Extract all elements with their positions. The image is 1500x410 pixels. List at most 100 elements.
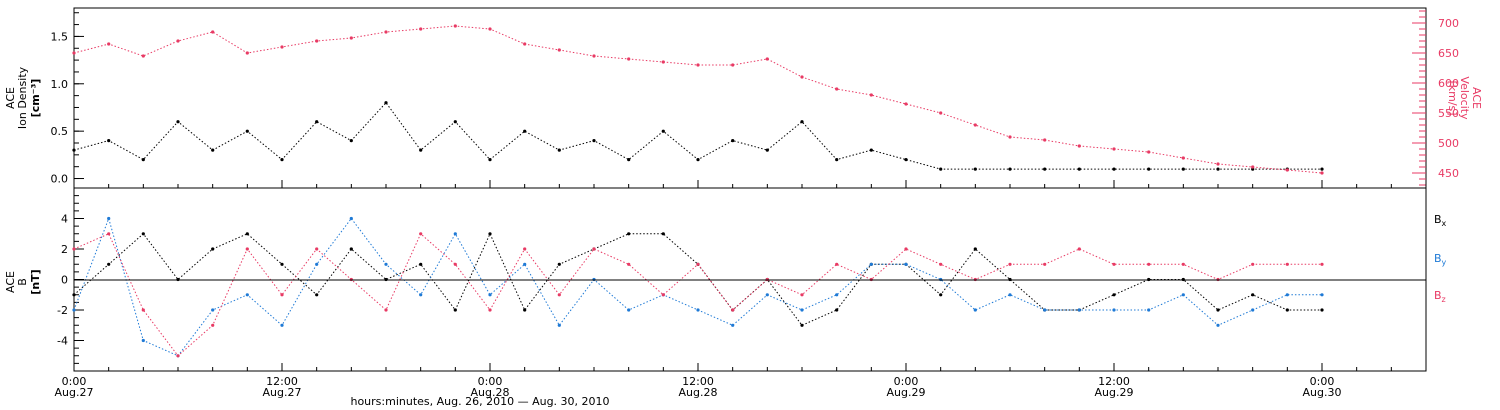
ion-density-point xyxy=(869,148,873,152)
bz-point xyxy=(1077,247,1081,251)
top-left-tick-label: 1.0 xyxy=(51,78,69,91)
bottom-left-tick-label: 4 xyxy=(61,213,68,226)
by-point xyxy=(280,323,284,327)
top-ylabel-line2: Ion Density xyxy=(16,66,29,129)
top-left-y-ticks: 0.0 0.5 1.0 1.5 xyxy=(51,12,84,186)
by-point xyxy=(1251,308,1255,312)
ion-density-point xyxy=(419,148,423,152)
top-right-tick-label: 700 xyxy=(1438,17,1459,30)
by-point xyxy=(419,293,423,297)
velocity-point xyxy=(800,75,804,79)
legend-bx: Bx xyxy=(1434,213,1447,228)
x-tick-date: Aug.27 xyxy=(55,386,94,399)
by-point xyxy=(1008,293,1012,297)
velocity-point xyxy=(835,87,839,91)
by-point xyxy=(731,323,735,327)
ion-density-point xyxy=(661,129,665,133)
bz-point xyxy=(939,262,943,266)
x-axis-ticks: 0:00Aug.2712:00Aug.270:00Aug.2812:00Aug.… xyxy=(55,180,1427,399)
by-point xyxy=(1285,293,1289,297)
bx-point xyxy=(835,308,839,312)
ion-density-point xyxy=(557,148,561,152)
bx-point xyxy=(973,247,977,251)
bz-point xyxy=(141,308,145,312)
bz-point xyxy=(1043,262,1047,266)
bottom-ylabel-line1: ACE xyxy=(4,271,17,293)
velocity-point xyxy=(1043,138,1047,142)
ion-density-point xyxy=(800,120,804,124)
by-point xyxy=(800,308,804,312)
velocity-point xyxy=(696,63,700,67)
bx-point xyxy=(349,247,353,251)
top-right-tick-label: 600 xyxy=(1438,77,1459,90)
top-left-tick-label: 1.5 xyxy=(51,30,69,43)
x-tick-date: Aug.27 xyxy=(263,386,302,399)
by-point xyxy=(1043,308,1047,312)
bz-point xyxy=(731,308,735,312)
bz-point xyxy=(419,232,423,236)
ion-density-point xyxy=(592,139,596,143)
velocity-point xyxy=(211,30,215,34)
ion-density-point xyxy=(280,158,284,162)
velocity-point xyxy=(453,24,457,28)
velocity-point xyxy=(765,57,769,61)
velocity-point xyxy=(176,39,180,43)
bottom-ylabel-line3: [nT] xyxy=(29,269,42,294)
legend-by: By xyxy=(1434,252,1447,267)
bz-point xyxy=(1320,262,1324,266)
legend-bz: Bz xyxy=(1434,289,1446,304)
velocity-point xyxy=(627,57,631,61)
bz-point xyxy=(1251,262,1255,266)
x-tick-date: Aug.28 xyxy=(679,386,718,399)
by-point xyxy=(453,232,457,236)
by-point xyxy=(488,293,492,297)
top-ylabel-line3: [cm⁻³] xyxy=(29,79,42,118)
by-point xyxy=(107,216,111,221)
velocity-point xyxy=(1251,165,1255,169)
bz-point xyxy=(72,247,76,251)
top-panel-frame xyxy=(73,7,1427,189)
x-tick-date: Aug.30 xyxy=(1303,386,1342,399)
ion-density-point xyxy=(211,148,215,152)
velocity-point xyxy=(1008,135,1012,139)
bz-point xyxy=(1112,262,1116,266)
right-ylabel-line3: [km/s] xyxy=(1446,80,1459,115)
velocity-point xyxy=(419,27,423,31)
right-ylabel-line2: Velocity xyxy=(1458,76,1471,120)
ion-density-point xyxy=(1147,167,1151,171)
by-point xyxy=(349,216,353,221)
bz-point xyxy=(1147,262,1151,266)
bx-point xyxy=(1285,308,1289,312)
bx-point xyxy=(1112,293,1116,297)
x-tick-date: Aug.28 xyxy=(471,386,510,399)
by-point xyxy=(1216,323,1220,327)
ion-density-point xyxy=(488,158,492,162)
velocity-point xyxy=(349,36,353,40)
bz-point xyxy=(557,293,561,297)
velocity-point xyxy=(1320,171,1324,175)
ion-density-point xyxy=(627,158,631,162)
by-point xyxy=(1112,308,1116,312)
bz-point xyxy=(800,293,804,297)
by-point xyxy=(141,338,145,343)
velocity-point xyxy=(1285,168,1289,172)
bz-point xyxy=(696,262,700,266)
velocity-point xyxy=(245,51,249,55)
ion-density-point xyxy=(1320,167,1324,171)
velocity-point xyxy=(315,39,319,43)
bx-point xyxy=(453,308,457,312)
bz-point xyxy=(280,293,284,297)
by-point xyxy=(904,262,908,266)
bz-point xyxy=(1181,262,1185,266)
x-tick-time: 0:00 xyxy=(62,375,87,388)
bz-line xyxy=(73,232,1322,357)
velocity-point xyxy=(592,54,596,58)
ion-density-point xyxy=(453,120,457,124)
velocity-line xyxy=(73,25,1323,174)
by-point xyxy=(384,262,388,266)
bx-point xyxy=(627,232,631,236)
ion-density-point xyxy=(939,167,943,171)
bz-point xyxy=(176,354,180,358)
bz-point xyxy=(627,262,631,266)
top-panel-marks xyxy=(72,24,1324,175)
